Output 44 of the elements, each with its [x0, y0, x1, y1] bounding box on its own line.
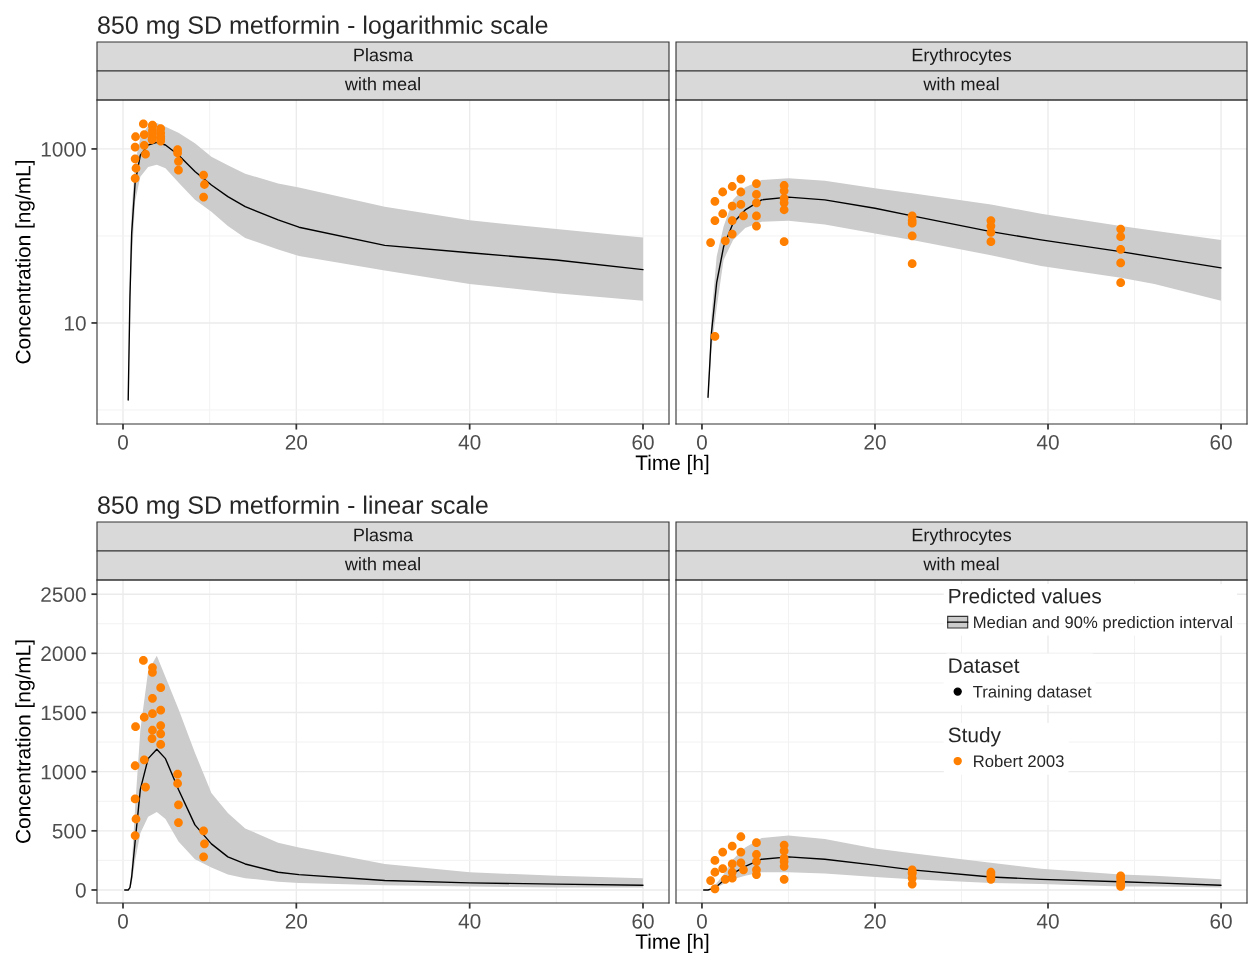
text: with meal	[923, 557, 999, 571]
text: with meal	[344, 557, 420, 571]
x-tick-label: 0	[696, 913, 707, 929]
x-tick-label: 60	[1210, 434, 1232, 450]
y-axis-title: Concentration [ng/mL]	[15, 160, 35, 364]
x-tick-label: 20	[285, 434, 308, 450]
chart-subtitle: Erythrocytes	[912, 48, 1012, 65]
y-tick-label: 1000	[41, 141, 86, 157]
y-tick-label: 1000	[41, 764, 86, 780]
chart-title: 850 mg SD metformin - logarithmic scale	[98, 15, 548, 39]
legend-label: Median and 90% prediction interval	[974, 615, 1232, 632]
x-axis-title: Time [h]	[635, 933, 709, 954]
x-tick-label: 60	[632, 913, 654, 929]
annotation: Study	[948, 727, 1001, 747]
chart-subtitle: Erythrocytes	[912, 528, 1012, 545]
y-axis-title: Concentration [ng/mL]	[15, 640, 35, 843]
y-tick-label: 2000	[41, 646, 86, 662]
x-tick-label: 20	[864, 434, 886, 450]
x-tick-label: 40	[1036, 434, 1059, 450]
y-tick-label: 10	[65, 315, 86, 331]
text: with meal	[344, 77, 420, 91]
x-axis-title: Time [h]	[635, 454, 709, 475]
text: with meal	[923, 77, 999, 91]
x-tick-label: 0	[696, 434, 707, 450]
x-tick-label: 0	[118, 913, 128, 929]
annotation: Training dataset	[973, 685, 1092, 701]
x-tick-label: 0	[118, 434, 128, 450]
chart-subtitle: Plasma	[354, 528, 414, 542]
y-tick-label: 500	[52, 823, 86, 839]
x-tick-label: 60	[1210, 913, 1232, 929]
x-tick-label: 40	[1036, 913, 1059, 929]
y-tick-label: 1500	[41, 705, 86, 721]
legend-label: Robert 2003	[974, 754, 1064, 768]
x-tick-label: 20	[864, 913, 886, 929]
chart-subtitle: Plasma	[354, 48, 414, 62]
legend-title: Predicted values	[949, 588, 1101, 604]
y-tick-label: 2500	[41, 587, 86, 602]
chart-title: 850 mg SD metformin - linear scale	[98, 495, 488, 519]
y-tick-label: 0	[75, 882, 86, 898]
x-tick-label: 60	[632, 434, 654, 450]
annotation: Dataset	[949, 658, 1020, 673]
x-tick-label: 40	[458, 913, 481, 929]
x-tick-label: 40	[458, 434, 481, 450]
x-tick-label: 20	[285, 913, 308, 929]
